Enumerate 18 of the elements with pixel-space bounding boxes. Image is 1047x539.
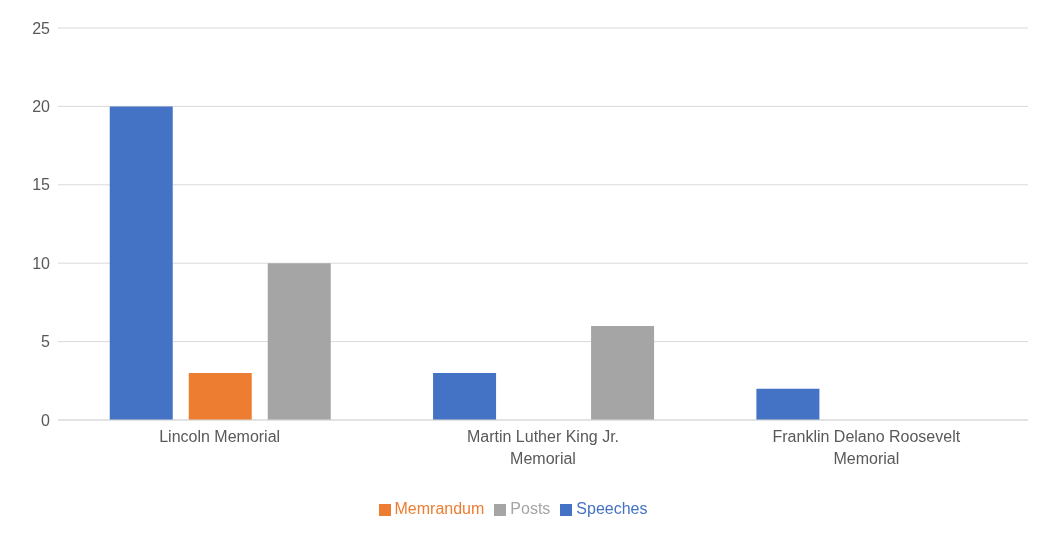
y-tick-label: 20 (32, 98, 51, 116)
x-tick-label: Lincoln Memorial (159, 428, 281, 445)
y-tick-label: 25 (32, 19, 51, 37)
y-tick-label: 15 (32, 176, 51, 194)
y-tick-label: 10 (32, 254, 51, 272)
legend-label: Memrandum (394, 500, 485, 517)
y-tick-label: 0 (41, 411, 51, 429)
legend-label: Posts (510, 500, 551, 517)
bar (188, 372, 252, 420)
bar (267, 263, 331, 420)
x-tick-label: Franklin Delano Roosevelt Memorial (772, 428, 961, 467)
bar (433, 372, 497, 420)
bar (591, 325, 655, 420)
x-tick-label: Martin Luther King Jr. Memorial (466, 428, 620, 467)
y-tick-label: 5 (41, 333, 51, 351)
legend-label: Speeches (576, 500, 648, 517)
bar (109, 106, 173, 420)
bar (756, 388, 820, 420)
